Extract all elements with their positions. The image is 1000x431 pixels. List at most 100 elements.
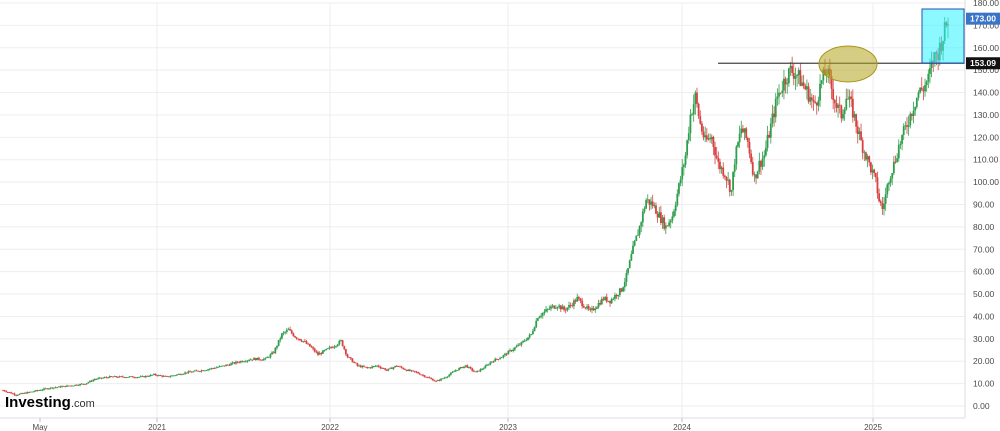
candle-body	[461, 367, 464, 369]
candle-body	[113, 376, 116, 378]
candle-body	[52, 387, 55, 389]
candle-body	[271, 352, 273, 355]
candle-body	[21, 393, 24, 394]
candle-body	[359, 365, 362, 368]
candle-body	[502, 355, 505, 358]
candle-body	[356, 363, 359, 366]
candle-body	[56, 387, 59, 388]
candle-body	[262, 358, 265, 360]
candle-body	[771, 113, 774, 124]
candle-body	[284, 331, 287, 333]
candle-body	[871, 169, 874, 173]
y-tick-label: 20.00	[973, 356, 995, 366]
candle-body	[746, 137, 749, 142]
candle-body	[176, 374, 178, 376]
candle-body	[761, 158, 764, 167]
candle-body	[648, 199, 651, 205]
candle-body	[486, 364, 488, 366]
candle-body	[730, 190, 733, 192]
candle-body	[589, 309, 592, 310]
candle-body	[130, 376, 132, 378]
candle-body	[530, 334, 533, 335]
candle-body	[67, 385, 70, 387]
candle-body	[41, 389, 44, 391]
candle-body	[609, 300, 611, 304]
candle-body	[431, 378, 434, 381]
candle-body	[561, 306, 564, 310]
candle-body	[666, 225, 669, 227]
candle-body	[482, 368, 485, 370]
candle-body	[573, 300, 575, 307]
candle-body	[722, 167, 725, 176]
candle-body	[185, 372, 188, 374]
candle-body	[363, 365, 365, 367]
candle-body	[758, 160, 761, 172]
candle-body	[23, 392, 26, 394]
candle-body	[876, 177, 879, 194]
candle-body	[103, 377, 106, 379]
candle-body	[107, 377, 109, 379]
candle-body	[205, 370, 208, 371]
y-tick-label: 140.00	[973, 88, 999, 98]
candle-body	[696, 92, 698, 104]
candle-body	[802, 82, 805, 86]
candle-body	[499, 358, 502, 360]
candle-body	[682, 164, 685, 168]
candle-body	[200, 370, 203, 372]
candle-body	[28, 392, 31, 393]
candle-body	[220, 365, 223, 367]
candle-body	[929, 67, 931, 74]
candle-body	[618, 288, 621, 295]
candle-body	[904, 125, 907, 127]
candle-body	[3, 390, 6, 392]
candle-body	[892, 161, 895, 174]
candle-body	[548, 308, 551, 310]
candle-body	[714, 146, 716, 156]
candle-body	[84, 384, 86, 385]
candle-body	[742, 128, 744, 133]
candle-body	[582, 306, 585, 308]
candle-body	[753, 174, 756, 176]
candle-body	[376, 365, 378, 367]
candle-body	[198, 371, 201, 373]
candle-body	[89, 380, 91, 383]
candle-body	[272, 352, 275, 354]
candle-body	[336, 344, 339, 346]
candle-body	[656, 213, 659, 218]
current-price-label: 173.00	[970, 14, 996, 24]
candle-body	[246, 360, 249, 362]
candle-body	[164, 375, 167, 377]
candle-body	[400, 366, 403, 368]
candle-body	[725, 177, 728, 181]
candle-body	[641, 211, 644, 223]
candle-body	[290, 330, 293, 334]
y-tick-label: 160.00	[973, 43, 999, 53]
candle-body	[883, 203, 885, 209]
candle-body	[650, 201, 652, 205]
y-tick-label: 10.00	[973, 379, 995, 389]
candle-body	[413, 370, 416, 372]
candle-body	[228, 364, 231, 366]
candle-body	[372, 366, 375, 367]
candle-body	[541, 313, 544, 316]
candle-body	[307, 343, 310, 345]
candle-body	[121, 376, 124, 378]
candle-body	[646, 199, 649, 201]
candle-body	[218, 366, 221, 368]
candle-body	[92, 379, 95, 382]
candle-body	[906, 125, 908, 127]
candle-body	[118, 376, 121, 378]
candle-body	[420, 374, 423, 376]
candle-body	[389, 367, 392, 369]
candle-body	[577, 297, 580, 299]
candle-body	[584, 307, 587, 309]
candle-body	[773, 113, 775, 118]
candle-body	[525, 340, 528, 341]
candle-body	[269, 354, 272, 358]
candle-body	[563, 306, 565, 310]
candle-body	[681, 167, 684, 180]
candle-body	[786, 83, 789, 85]
candle-body	[602, 298, 605, 300]
candle-body	[46, 388, 49, 390]
candle-body	[266, 357, 269, 359]
